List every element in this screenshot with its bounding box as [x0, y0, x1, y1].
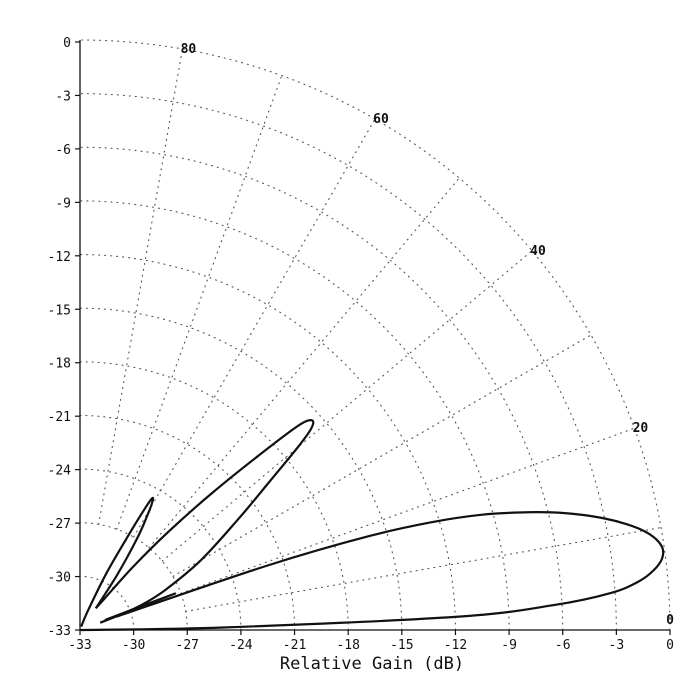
range-ring [79, 146, 564, 631]
gain-lobe [79, 511, 665, 632]
range-ring [79, 253, 457, 631]
y-tick-label: -6 [55, 143, 71, 158]
range-ring [79, 200, 510, 631]
angle-spoke [172, 334, 592, 577]
range-ring [79, 361, 349, 631]
y-tick-label: -21 [48, 410, 71, 425]
angle-spoke [116, 75, 283, 530]
range-ring [79, 575, 135, 631]
x-tick-label: -6 [555, 638, 571, 653]
x-tick-label: -15 [390, 638, 413, 653]
x-axis-ticks: -33 -30 -27 -24 -21 -18 -15 -12 -9 -6 -3 0 [68, 630, 674, 653]
range-ring [79, 468, 242, 631]
x-tick-label: -24 [229, 638, 253, 653]
x-tick-label: -3 [609, 638, 625, 653]
angle-label: 40 [530, 244, 546, 259]
angle-spoke [180, 427, 635, 594]
x-tick-label: 0 [666, 638, 674, 653]
y-tick-label: -30 [48, 571, 71, 586]
x-tick-label: -30 [122, 638, 145, 653]
angle-label: 0 [666, 613, 674, 628]
x-tick-label: -21 [283, 638, 306, 653]
angle-spoke [161, 250, 533, 562]
range-ring [79, 93, 617, 631]
x-tick-label: -18 [336, 638, 359, 653]
range-ring [79, 307, 403, 631]
y-tick-label: -15 [48, 303, 71, 318]
x-axis-title: Relative Gain (dB) [280, 654, 464, 674]
angle-spokes [98, 48, 662, 612]
y-tick-label: -27 [48, 517, 71, 532]
y-tick-label: -24 [48, 464, 72, 479]
angle-spoke [133, 118, 376, 538]
y-tick-label: -18 [48, 357, 71, 372]
range-ring [79, 39, 671, 631]
angle-label: 80 [181, 42, 197, 57]
x-tick-label: -9 [501, 638, 517, 653]
angle-labels: 0 20 40 60 80 [181, 42, 674, 628]
gain-lobe [80, 496, 155, 628]
x-tick-label: -12 [444, 638, 467, 653]
x-tick-label: -33 [68, 638, 91, 653]
y-tick-label: -9 [55, 196, 71, 211]
y-tick-label: -3 [55, 89, 71, 104]
angle-spoke [185, 526, 662, 612]
angle-label: 60 [373, 112, 389, 127]
y-tick-label: -33 [48, 624, 71, 639]
gain-lobe [94, 418, 315, 618]
y-tick-label: -12 [48, 250, 71, 265]
y-tick-label: 0 [63, 36, 71, 51]
range-rings [79, 39, 671, 631]
range-ring [79, 522, 188, 631]
gain-lobe [99, 592, 177, 624]
x-tick-label: -27 [176, 638, 199, 653]
angle-spoke [148, 177, 460, 549]
angle-spoke [98, 48, 184, 525]
y-axis-ticks: 0 -3 -6 -9 -12 -15 -18 -21 -24 -27 -30 -33 [48, 36, 80, 639]
angle-label: 20 [633, 421, 649, 436]
gain-pattern [79, 418, 665, 632]
